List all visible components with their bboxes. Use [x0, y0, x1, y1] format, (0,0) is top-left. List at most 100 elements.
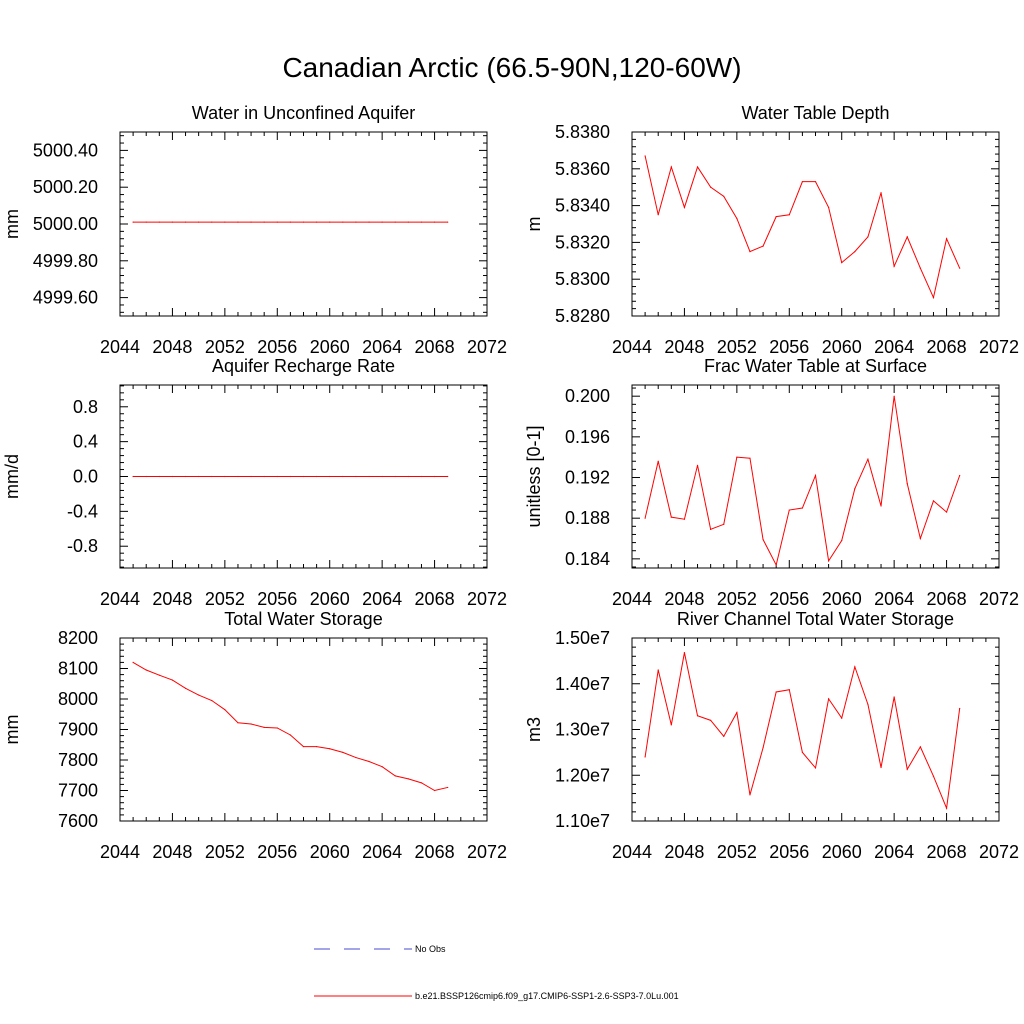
y-tick-label: 0.184 — [565, 549, 610, 569]
x-tick-label: 2044 — [612, 337, 652, 357]
data-point — [736, 711, 738, 714]
x-tick-label: 2060 — [310, 337, 350, 357]
data-point — [368, 760, 370, 763]
data-point — [775, 691, 777, 693]
data-point — [657, 214, 659, 216]
x-tick-label: 2048 — [664, 589, 704, 609]
data-point — [906, 236, 908, 238]
x-tick-label: 2056 — [769, 842, 809, 862]
data-point — [788, 509, 790, 511]
data-point — [289, 734, 291, 736]
y-tick-label: 1.10e7 — [555, 811, 610, 831]
data-point — [696, 166, 699, 168]
x-tick-label: 2068 — [927, 337, 967, 357]
y-tick-label: 5000.00 — [33, 214, 98, 234]
x-tick-label: 2060 — [822, 842, 862, 862]
plot-frame — [631, 131, 1000, 317]
data-point — [276, 727, 278, 729]
data-point — [447, 221, 449, 223]
data-point — [683, 518, 686, 520]
x-tick-label: 2052 — [205, 842, 245, 862]
data-point — [945, 511, 948, 513]
data-point — [814, 181, 817, 183]
x-tick-label: 2052 — [717, 589, 757, 609]
x-tick-label: 2072 — [979, 842, 1019, 862]
data-point — [158, 475, 160, 478]
legend-obs-label: No Obs — [415, 944, 446, 954]
x-tick-label: 2060 — [822, 589, 862, 609]
data-point — [932, 297, 935, 299]
x-tick-label: 2068 — [415, 589, 455, 609]
data-point — [959, 474, 961, 477]
data-point — [184, 687, 187, 689]
x-tick-label: 2048 — [664, 842, 704, 862]
data-point — [263, 726, 265, 728]
x-tick-label: 2064 — [874, 337, 914, 357]
x-tick-label: 2068 — [927, 842, 967, 862]
data-point — [723, 735, 725, 737]
x-tick-label: 2060 — [310, 589, 350, 609]
y-tick-label: 7600 — [58, 811, 98, 831]
y-tick-label: 1.50e7 — [555, 628, 610, 648]
data-point — [211, 221, 213, 223]
data-point — [762, 538, 764, 541]
panel-title: Total Water Storage — [224, 609, 382, 629]
data-point — [657, 669, 659, 671]
x-tick-label: 2068 — [415, 842, 455, 862]
data-point — [801, 751, 803, 753]
data-point — [302, 221, 305, 223]
x-tick-label: 2052 — [717, 337, 757, 357]
figure-title: Canadian Arctic (66.5-90N,120-60W) — [282, 52, 742, 83]
panel-title: Aquifer Recharge Rate — [212, 356, 395, 376]
x-tick-label: 2072 — [979, 337, 1019, 357]
data-point — [775, 216, 777, 218]
data-point — [355, 756, 357, 759]
y-tick-label: 0.8 — [73, 397, 98, 417]
data-point — [841, 717, 843, 719]
x-tick-label: 2048 — [664, 337, 704, 357]
data-point — [171, 679, 174, 681]
y-axis-label: m — [524, 217, 544, 232]
data-point — [854, 488, 856, 490]
data-point — [342, 221, 344, 223]
data-point — [433, 475, 436, 478]
data-point — [224, 709, 226, 711]
x-tick-label: 2044 — [612, 842, 652, 862]
data-point — [302, 745, 305, 748]
data-point — [368, 221, 370, 223]
data-point — [919, 537, 921, 540]
y-tick-label: 8200 — [58, 628, 98, 648]
x-tick-label: 2060 — [822, 337, 862, 357]
x-tick-label: 2068 — [415, 337, 455, 357]
data-point — [289, 221, 291, 223]
data-point — [841, 539, 843, 542]
data-point — [710, 186, 712, 188]
data-point — [736, 217, 738, 220]
data-point — [906, 768, 908, 770]
y-tick-label: 0.188 — [565, 508, 610, 528]
data-point — [644, 517, 646, 519]
data-point — [762, 245, 764, 247]
x-tick-label: 2056 — [769, 589, 809, 609]
y-axis-label: mm/d — [2, 454, 22, 499]
data-point — [893, 395, 895, 397]
data-point — [211, 699, 213, 702]
data-point — [394, 475, 396, 478]
data-point — [893, 696, 895, 698]
panel-title: Water in Unconfined Aquifer — [192, 103, 415, 123]
data-point — [644, 155, 646, 157]
data-point — [198, 694, 200, 696]
plot-frame — [119, 131, 488, 317]
y-tick-label: 5000.40 — [33, 140, 98, 160]
data-point — [329, 221, 331, 223]
x-tick-label: 2044 — [100, 337, 140, 357]
plot-frame — [119, 637, 488, 822]
chart-panel-3: Aquifer Recharge Rate mm/d 2044 2048 2052 205… — [2, 356, 507, 609]
data-point — [880, 766, 882, 769]
data-point — [329, 748, 331, 750]
y-tick-label: 8100 — [58, 659, 98, 679]
y-tick-label: 1.20e7 — [555, 765, 610, 785]
x-tick-label: 2056 — [257, 589, 297, 609]
data-point — [433, 221, 436, 223]
data-point — [342, 751, 344, 753]
